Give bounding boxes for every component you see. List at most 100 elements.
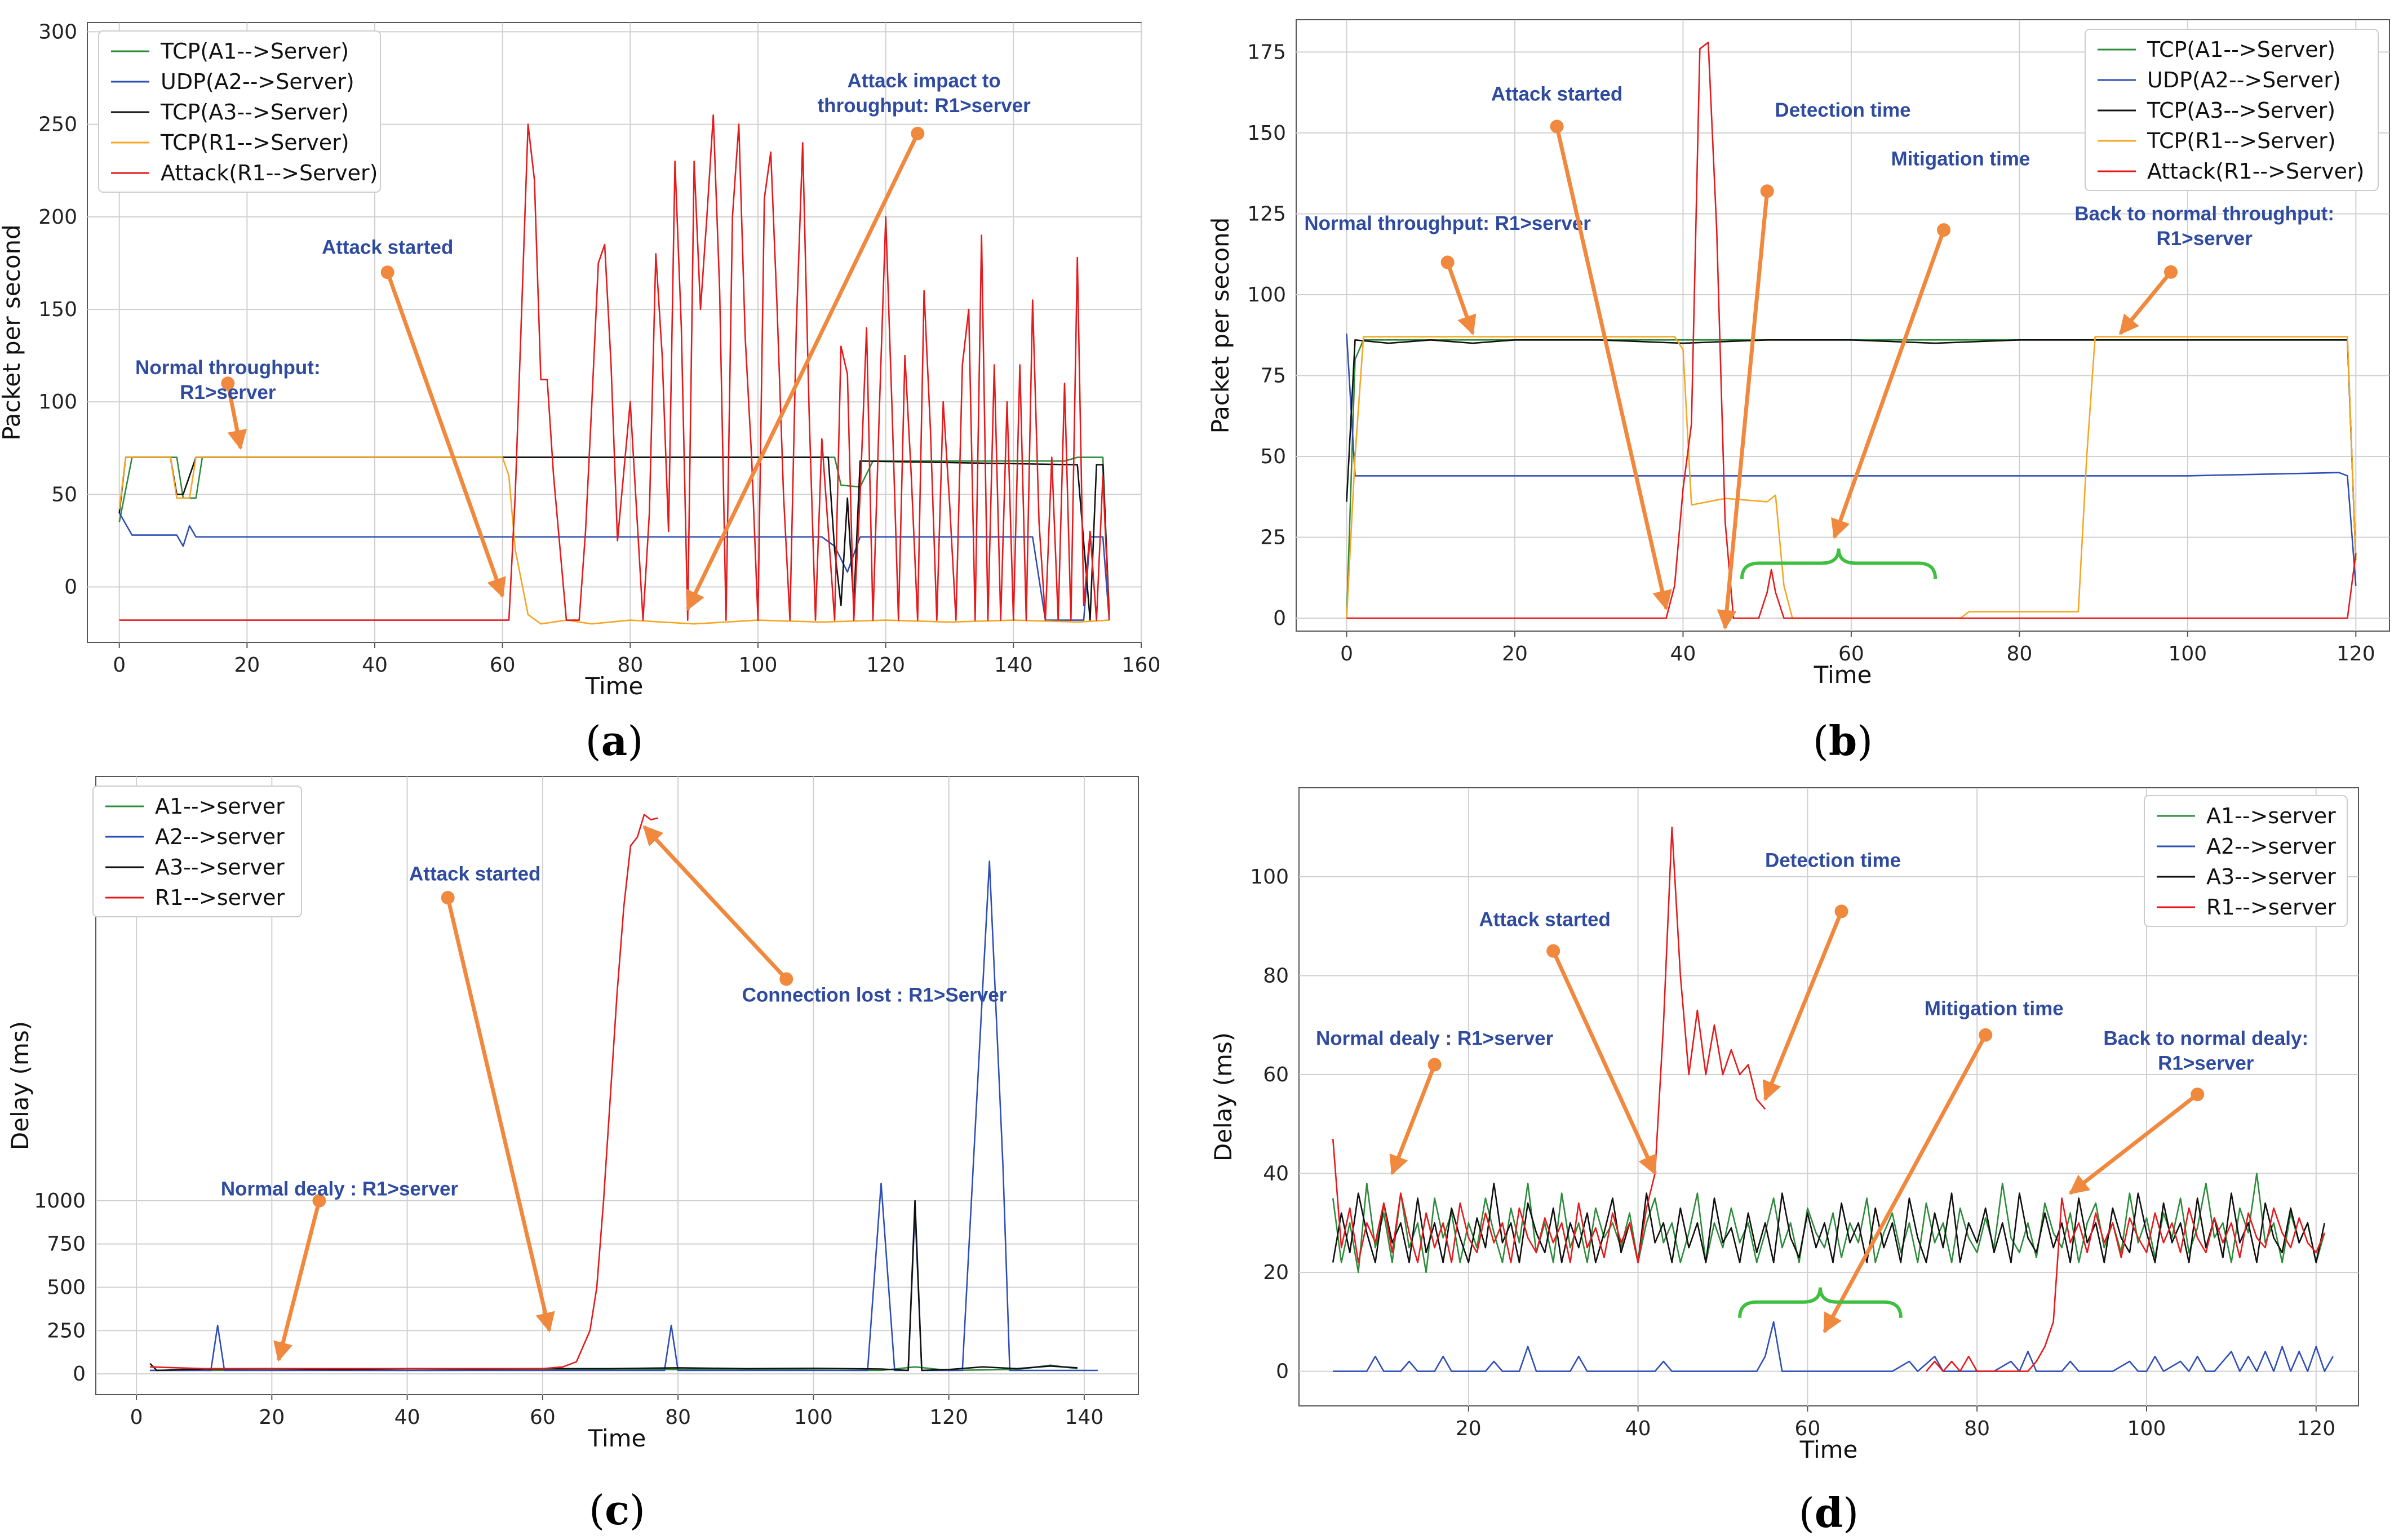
- y-tick-label: 1000: [34, 1190, 86, 1213]
- legend-label: A3-->server: [2206, 864, 2336, 889]
- legend-label: TCP(A1-->Server): [160, 39, 349, 64]
- annotation-text: Back to normal throughput:: [2074, 203, 2334, 225]
- annotation-arrow: [642, 825, 788, 980]
- y-tick-label: 500: [47, 1276, 86, 1299]
- legend-label: A3-->server: [155, 855, 285, 880]
- annotation-arrow: [686, 132, 920, 611]
- annotation-dot: [2164, 265, 2178, 279]
- legend-box: [2085, 29, 2379, 191]
- legend-box: [2144, 795, 2348, 927]
- annotation-text: R1>server: [2157, 228, 2253, 250]
- y-tick-label: 25: [1260, 526, 1286, 549]
- y-tick-label: 80: [1263, 964, 1289, 987]
- y-tick-label: 250: [47, 1319, 86, 1342]
- annotation-arrow: [385, 272, 506, 598]
- subfigure-caption: (d): [1799, 1489, 1859, 1537]
- y-tick-label: 250: [38, 113, 77, 136]
- annotation-dot: [221, 376, 235, 390]
- x-tick-label: 40: [362, 654, 388, 677]
- x-tick-label: 100: [2127, 1417, 2166, 1440]
- x-tick-label: 20: [259, 1406, 285, 1429]
- y-axis-label: Delay (ms): [6, 1021, 34, 1150]
- annotation-dot: [1546, 944, 1560, 958]
- annotation-text: Attack impact to: [848, 70, 1001, 92]
- y-axis-label: Delay (ms): [1209, 1032, 1237, 1161]
- annotation-dot: [1427, 1058, 1442, 1072]
- annotation-arrow: [1551, 950, 1657, 1175]
- series-line-R1-->server: [150, 814, 658, 1370]
- annotation-text: Detection time: [1775, 99, 1910, 121]
- annotation-text: Normal throughput: R1>server: [1304, 212, 1591, 234]
- y-tick-label: 0: [1273, 607, 1286, 630]
- chart-c: 0 20 40 60 80 100 120 140 0 250 500 750 1000 Time Dela…: [6, 776, 1139, 1534]
- annotation-text: throughput: R1>server: [818, 95, 1031, 117]
- annotation-arrow: [1831, 229, 1946, 539]
- series-line-UDP(A2-->Server): [1346, 333, 2357, 586]
- y-tick-label: 100: [38, 390, 77, 414]
- legend-label: TCP(A3-->Server): [2147, 98, 2335, 123]
- legend-label: A2-->server: [2206, 834, 2336, 859]
- y-tick-label: 0: [73, 1363, 86, 1386]
- subfigure-caption: (c): [589, 1486, 645, 1534]
- legend-label: Attack(R1-->Server): [161, 161, 378, 185]
- chart-b: 0 20 40 60 80 100 120 0 25 50 75 100 125 150 175 Time Pa…: [1207, 19, 2390, 765]
- annotation-text: Mitigation time: [1925, 998, 2064, 1020]
- x-tick-label: 160: [1122, 654, 1161, 677]
- series-line-TCP(R1-->Server): [118, 456, 1110, 625]
- legend-label: TCP(R1-->Server): [2147, 128, 2336, 153]
- x-axis-label: Time: [585, 672, 644, 700]
- annotation-text: Attack started: [1479, 909, 1610, 931]
- y-tick-label: 50: [51, 483, 77, 506]
- annotation-text: Detection time: [1765, 849, 1901, 871]
- legend: TCP(A1-->Server) UDP(A2-->Server) TCP(A3--…: [2085, 29, 2379, 191]
- annotation-arrow: [225, 383, 247, 450]
- annotation-arrow: [2118, 270, 2173, 335]
- series-line-UDP(A2-->Server): [118, 512, 1110, 621]
- series-line-TCP(A3-->Server): [118, 456, 1110, 621]
- legend-box: [98, 30, 381, 193]
- annotation-arrow: [1389, 1064, 1437, 1175]
- y-tick-label: 75: [1260, 364, 1286, 387]
- series-line-Attack(R1-->Server): [119, 114, 1110, 621]
- annotation-dot: [1834, 904, 1848, 918]
- x-tick-label: 140: [994, 654, 1033, 677]
- y-tick-label: 100: [1250, 866, 1289, 889]
- subfigure-caption: (b): [1813, 717, 1873, 765]
- legend-label: TCP(R1-->Server): [160, 130, 349, 155]
- x-tick-label: 140: [1065, 1406, 1104, 1429]
- annotation-text: Normal throughput:: [135, 357, 321, 379]
- x-tick-label: 40: [1625, 1417, 1651, 1440]
- y-tick-label: 750: [47, 1233, 86, 1256]
- legend-label: Attack(R1-->Server): [2147, 159, 2364, 184]
- annotation-dot: [1937, 223, 1951, 237]
- x-tick-label: 60: [530, 1406, 556, 1429]
- annotation-arrow: [273, 1200, 321, 1362]
- annotation-text: Back to normal dealy:: [2103, 1027, 2308, 1049]
- annotation-arrow: [1555, 126, 1672, 611]
- annotation-text: Connection lost : R1>Server: [742, 984, 1007, 1006]
- chart-a: 0 20 40 60 80 100 120 140 160 0 50 100 150 200 250 300 T…: [0, 20, 1160, 765]
- annotation-dot: [779, 972, 793, 986]
- x-tick-label: 80: [617, 654, 643, 677]
- legend-box: [92, 785, 302, 917]
- annotation-text: R1>server: [180, 381, 276, 403]
- legend-label: A1-->server: [2206, 804, 2336, 828]
- annotation-dot: [1440, 255, 1455, 269]
- x-tick-label: 60: [490, 654, 516, 677]
- annotation-dot: [380, 265, 394, 279]
- y-tick-label: 20: [1263, 1261, 1289, 1284]
- x-tick-label: 80: [2006, 642, 2032, 665]
- legend: A1-->server A2-->server A3-->server R1-->se…: [92, 785, 302, 917]
- y-tick-label: 150: [38, 298, 77, 321]
- y-tick-label: 0: [64, 575, 77, 598]
- legend-label: TCP(A3-->Server): [160, 100, 349, 125]
- x-tick-label: 100: [2168, 642, 2207, 665]
- annotation-text: Normal dealy : R1>server: [1316, 1027, 1554, 1049]
- annotation-dot: [1979, 1028, 1993, 1042]
- annotation-dot: [312, 1193, 326, 1208]
- annotation-arrow: [1762, 911, 1843, 1102]
- y-tick-label: 0: [1276, 1360, 1289, 1383]
- x-tick-label: 0: [1340, 642, 1353, 665]
- x-tick-label: 20: [234, 654, 260, 677]
- x-tick-label: 20: [1456, 1417, 1482, 1440]
